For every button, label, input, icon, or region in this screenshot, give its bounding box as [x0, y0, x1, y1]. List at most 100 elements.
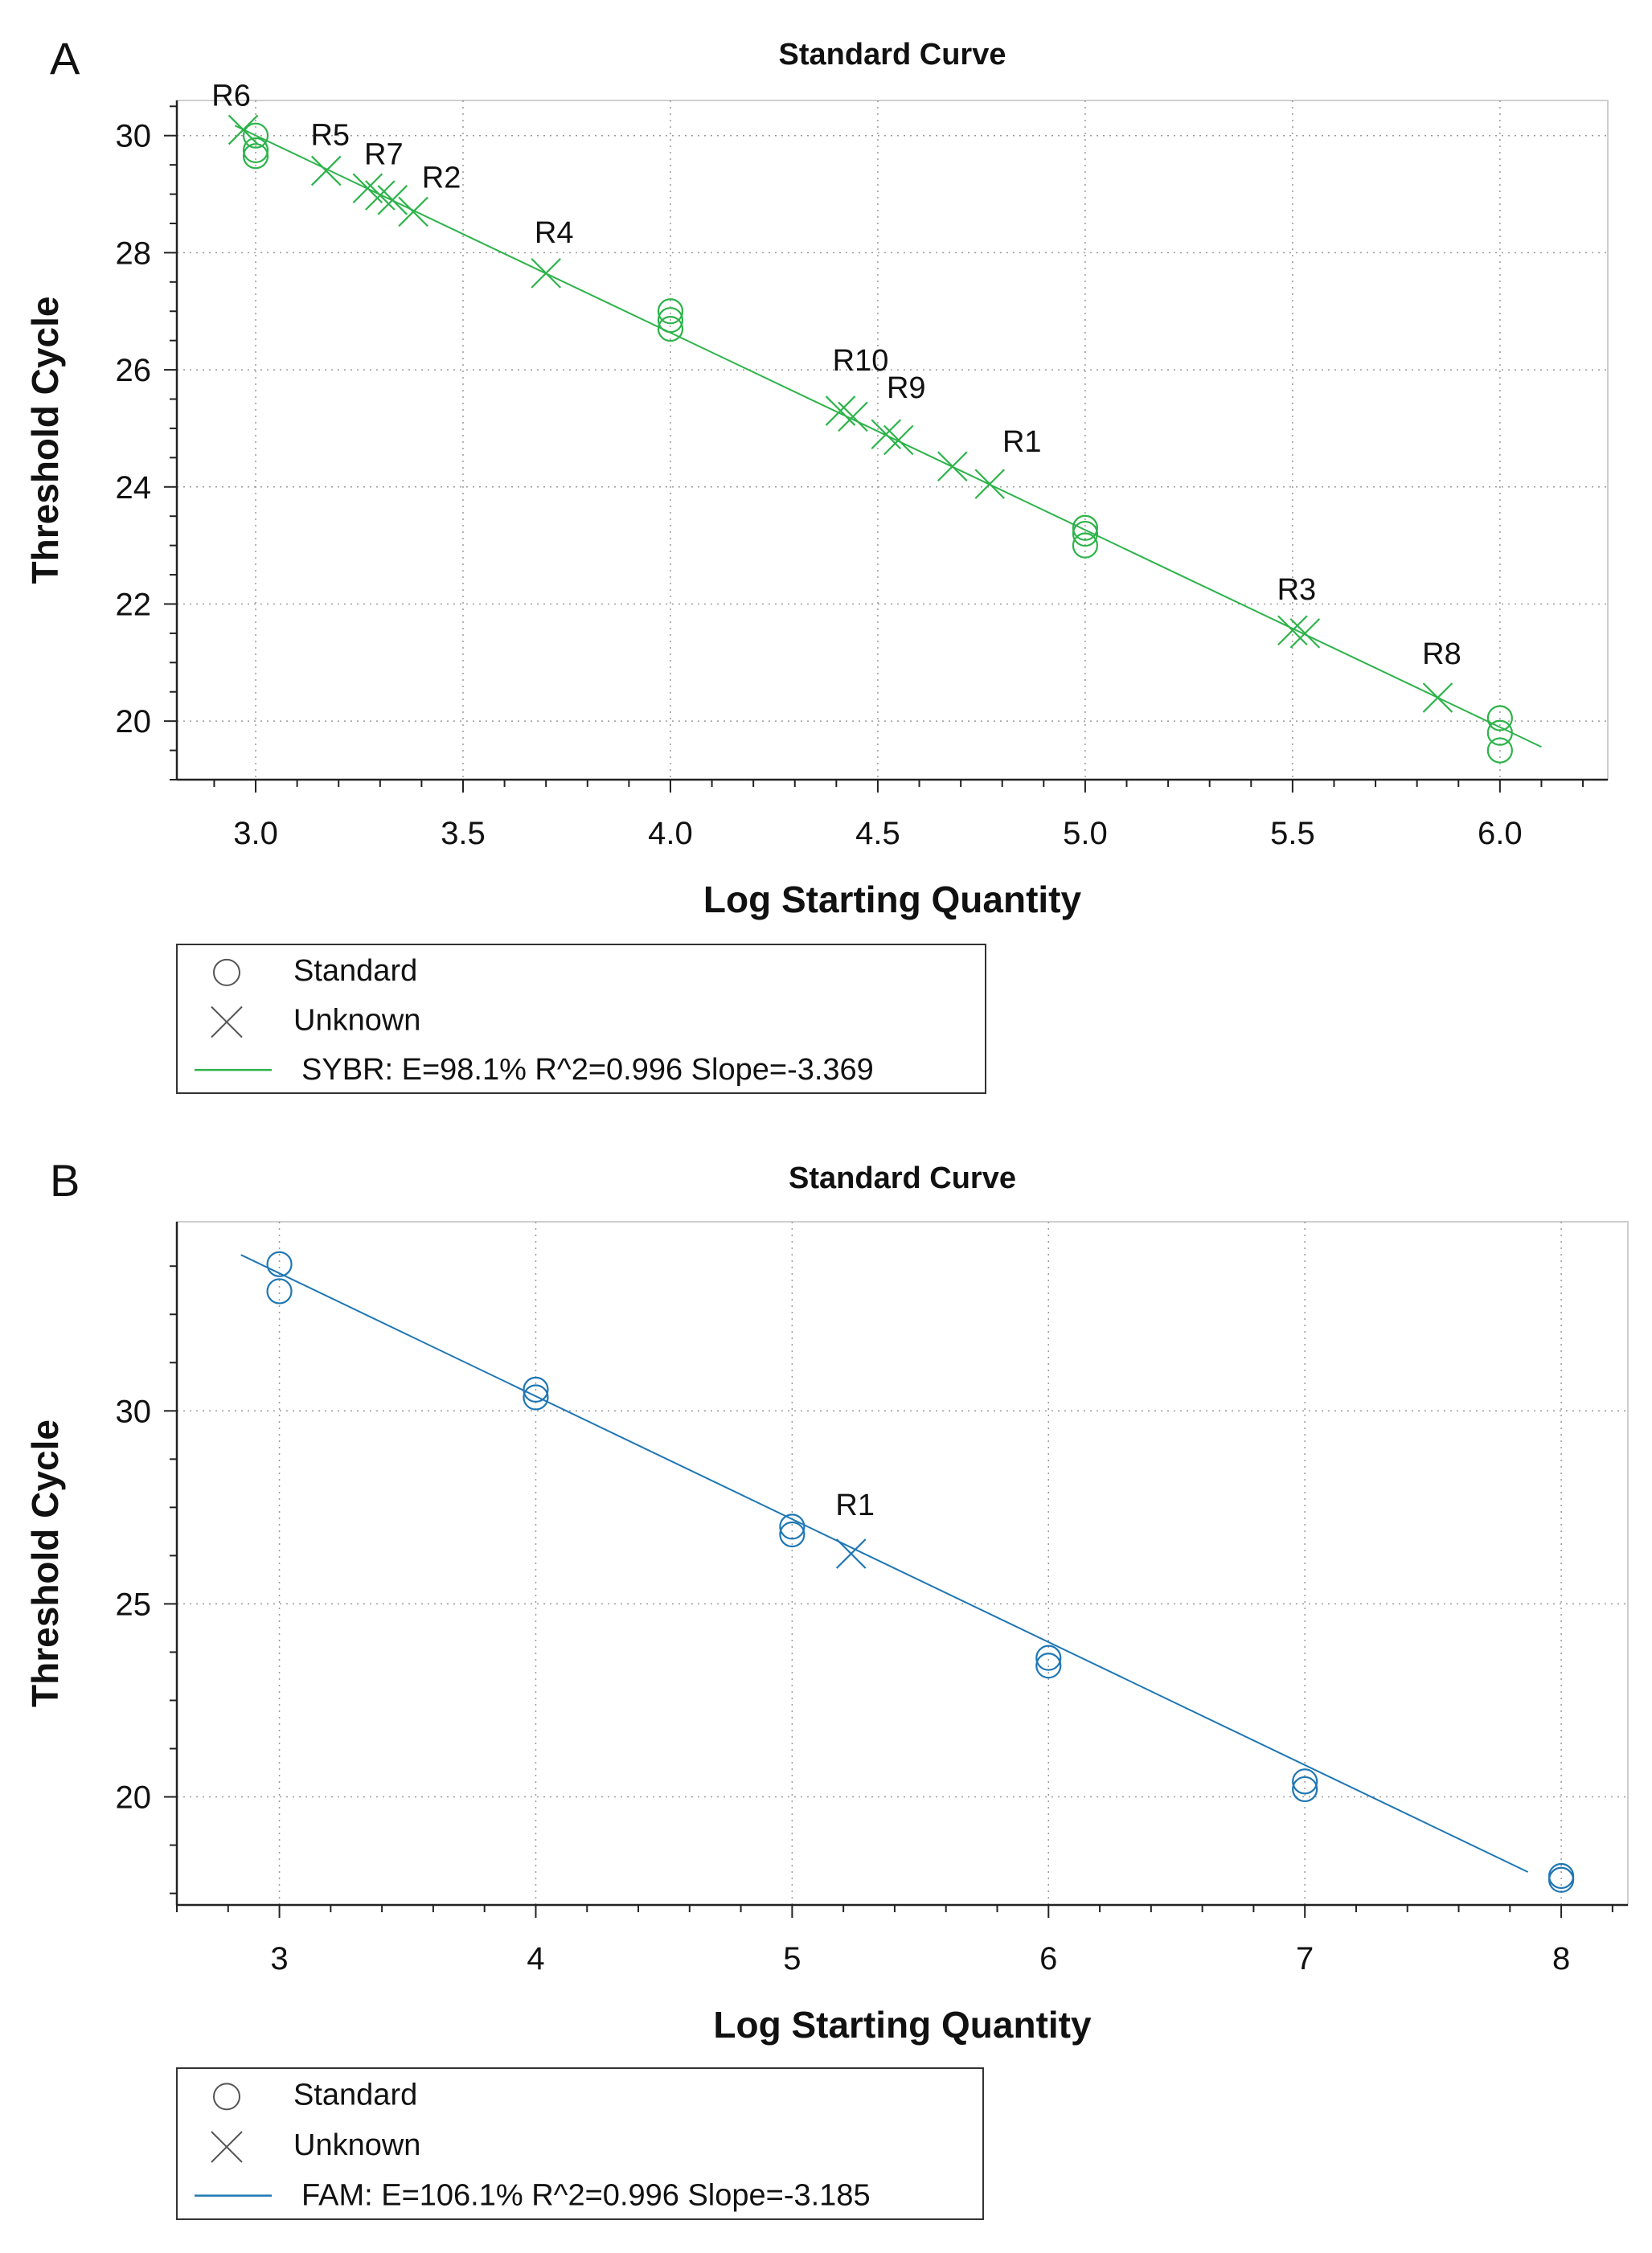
legend-standard-label: Standard: [293, 954, 417, 988]
y-tick-label: 26: [116, 353, 152, 388]
y-tick-label: 22: [116, 587, 152, 622]
legend-standard-label: Standard: [293, 2078, 417, 2112]
unknown-cross-stroke: [835, 1538, 867, 1569]
x-tick-label: 5.5: [1270, 816, 1315, 851]
standard-point: [242, 122, 269, 149]
unknown-point: [838, 401, 868, 432]
panel-label-b: B: [50, 1155, 80, 1206]
unknown-point: [365, 180, 396, 211]
unknown-cross-stroke: [365, 180, 396, 211]
unknown-point: [825, 395, 856, 426]
y-tick-label: 25: [116, 1587, 152, 1622]
standard-point: [1072, 514, 1099, 541]
standard-point: [523, 1384, 549, 1411]
unknown-label: R3: [1277, 573, 1317, 607]
unknown-label: R10: [833, 344, 889, 378]
standard-point: [266, 1278, 293, 1305]
x-tick-label: 4.5: [855, 816, 900, 851]
standard-point: [1292, 1768, 1318, 1795]
plot-frame: [176, 1221, 1629, 1906]
standard-point: [1486, 737, 1513, 764]
unknown-point: [937, 451, 968, 482]
unknown-point: [1289, 618, 1321, 649]
x-tick-label: 6.0: [1478, 816, 1523, 851]
unknown-point: [871, 419, 902, 449]
standard-curve-chart-a: A Standard Curve 3.0 3.5 4.0 4.5 5.0 5.5 6.0 20 22…: [24, 33, 1609, 1094]
standard-point: [242, 137, 269, 164]
legend-unknown-label: Unknown: [293, 1004, 420, 1038]
unknown-cross-stroke: [883, 424, 914, 456]
standard-point: [1547, 1866, 1575, 1893]
chart-title: Standard Curve: [779, 38, 1006, 72]
unknown-point: [377, 185, 408, 215]
x-tick-label: 7: [1296, 1941, 1314, 1976]
unknown-point: [974, 469, 1006, 499]
unknown-point: [228, 114, 259, 145]
y-tick-label: 30: [116, 119, 152, 154]
standard-point: [1486, 719, 1513, 746]
x-tick-label: 3: [270, 1941, 288, 1976]
legend-series-label: SYBR: E=98.1% R^2=0.996 Slope=-3.369: [301, 1053, 874, 1087]
standard-point: [1035, 1653, 1062, 1679]
unknown-cross-stroke: [974, 469, 1006, 499]
unknown-cross-stroke: [310, 155, 342, 186]
unknown-label: R5: [310, 118, 350, 152]
unknown-cross-stroke: [352, 173, 383, 204]
unknown-point: [398, 196, 428, 227]
legend-standard-marker: [213, 2083, 240, 2111]
unknown-cross-stroke: [1277, 615, 1308, 646]
x-tick-label: 6: [1039, 1941, 1057, 1976]
unknown-point: [883, 424, 914, 456]
unknown-label: R1: [835, 1489, 875, 1522]
standard-point: [1072, 520, 1099, 547]
standard-point: [779, 1521, 806, 1548]
x-tick-label: 5.0: [1063, 816, 1108, 851]
regression-line: [240, 1254, 1529, 1873]
unknown-cross-stroke: [228, 114, 259, 145]
legend: Standard Unknown FAM: E=106.1% R^2=0.996 S…: [176, 2067, 984, 2220]
legend-unknown-marker: [211, 2131, 243, 2163]
standard-curve-chart-b: B Standard Curve 3 4 5 6 7 8 20 25 30 Log Starting …: [24, 1155, 1629, 2220]
x-tick-label: 4.0: [648, 816, 693, 851]
x-tick-label: 8: [1552, 1941, 1570, 1976]
unknown-cross-stroke: [377, 185, 408, 215]
standard-point: [1292, 1776, 1318, 1803]
unknown-label: R1: [1002, 425, 1042, 459]
x-tick-label: 4: [527, 1941, 544, 1976]
panel-label-a: A: [50, 33, 80, 84]
y-axis-label: Threshold Cycle: [24, 1419, 66, 1707]
standard-point: [779, 1514, 806, 1540]
x-tick-label: 3.0: [233, 816, 278, 851]
x-tick-label: 5: [783, 1941, 801, 1976]
legend-unknown-marker: [211, 1006, 243, 1038]
legend: Standard Unknown SYBR: E=98.1% R^2=0.996 S…: [176, 944, 986, 1094]
unknown-label: R4: [535, 216, 574, 250]
standard-point: [266, 1251, 293, 1277]
standard-point: [1486, 705, 1513, 731]
legend-box: [176, 2067, 984, 2220]
standard-point: [657, 298, 684, 325]
x-axis-label: Log Starting Quantity: [703, 879, 1082, 920]
legend-standard-marker: [213, 958, 240, 986]
unknown-point: [1277, 615, 1308, 646]
y-tick-label: 20: [116, 704, 152, 739]
unknown-label: R9: [887, 371, 926, 405]
y-tick-label: 24: [116, 470, 152, 506]
legend-series-label: FAM: E=106.1% R^2=0.996 Slope=-3.185: [301, 2179, 871, 2213]
y-tick-label: 28: [116, 236, 152, 271]
unknown-cross-stroke: [1289, 618, 1321, 649]
y-tick-label: 30: [116, 1394, 152, 1429]
unknown-point: [1422, 682, 1453, 713]
standard-point: [242, 143, 269, 170]
standard-point: [523, 1376, 549, 1403]
x-tick-label: 3.5: [441, 816, 486, 851]
chart-title: Standard Curve: [789, 1161, 1016, 1195]
unknown-cross-stroke: [531, 258, 561, 289]
unknown-cross-stroke: [871, 419, 902, 449]
unknown-label: R7: [364, 137, 404, 171]
x-axis-label: Log Starting Quantity: [713, 2004, 1092, 2046]
unknown-point: [531, 258, 561, 289]
standard-point: [1035, 1645, 1062, 1671]
y-axis-label: Threshold Cycle: [24, 297, 66, 584]
